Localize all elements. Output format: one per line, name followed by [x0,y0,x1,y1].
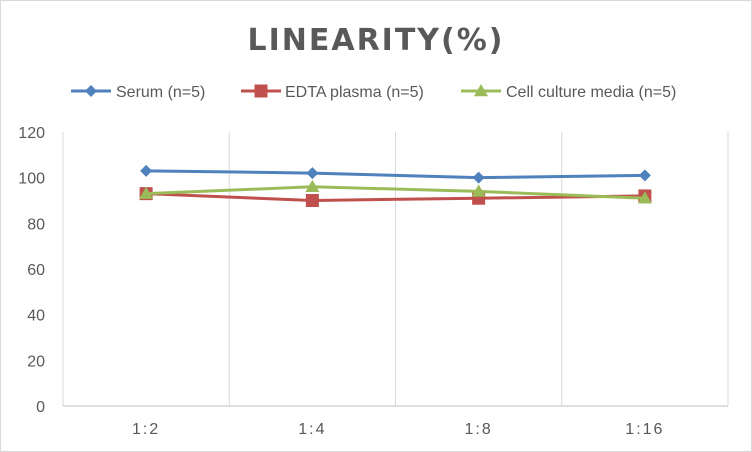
data-point [305,179,320,193]
data-point [472,171,485,184]
legend-marker [474,84,488,97]
y-tick-label: 40 [27,308,45,325]
gridlines [62,132,729,406]
y-tick-label: 0 [36,399,45,416]
y-tick-label: 120 [18,125,45,142]
legend: Serum (n=5) EDTA plasma (n=5) Cell culture… [71,84,676,101]
x-tick-label: 1:16 [625,421,664,438]
series-group [139,164,652,207]
series-1 [140,164,651,184]
legend-label: Serum (n=5) [116,84,205,101]
legend-label: Cell culture media (n=5) [506,84,676,101]
legend-label: EDTA plasma (n=5) [285,84,424,101]
legend-marker [254,84,268,98]
data-point [140,164,153,177]
y-tick-label: 80 [27,216,45,233]
data-point [638,169,651,182]
series-3 [139,179,652,204]
x-tick-label: 1:2 [132,421,160,438]
data-point [637,191,652,204]
x-tick-label: 1:8 [465,421,493,438]
series-line [144,185,647,200]
legend-item: Cell culture media (n=5) [461,84,676,101]
legend-item: Serum (n=5) [71,84,205,101]
y-tick-label: 20 [27,353,45,370]
data-point [306,167,319,180]
series-line [144,192,647,202]
chart-title: LINEARITY(%) [247,23,504,58]
legend-item: EDTA plasma (n=5) [241,84,424,101]
y-tick-label: 100 [18,171,45,188]
x-tick-label: 1:4 [298,421,326,438]
data-point [471,184,486,197]
x-axis-ticks: 1:2 1:4 1:8 1:16 [132,421,664,438]
y-tick-label: 60 [27,262,45,279]
data-point [305,194,319,207]
series-line [144,169,647,180]
legend-marker [85,85,97,97]
data-point [139,186,154,199]
y-axis-ticks: 0 20 40 60 80 100 120 [18,125,45,416]
